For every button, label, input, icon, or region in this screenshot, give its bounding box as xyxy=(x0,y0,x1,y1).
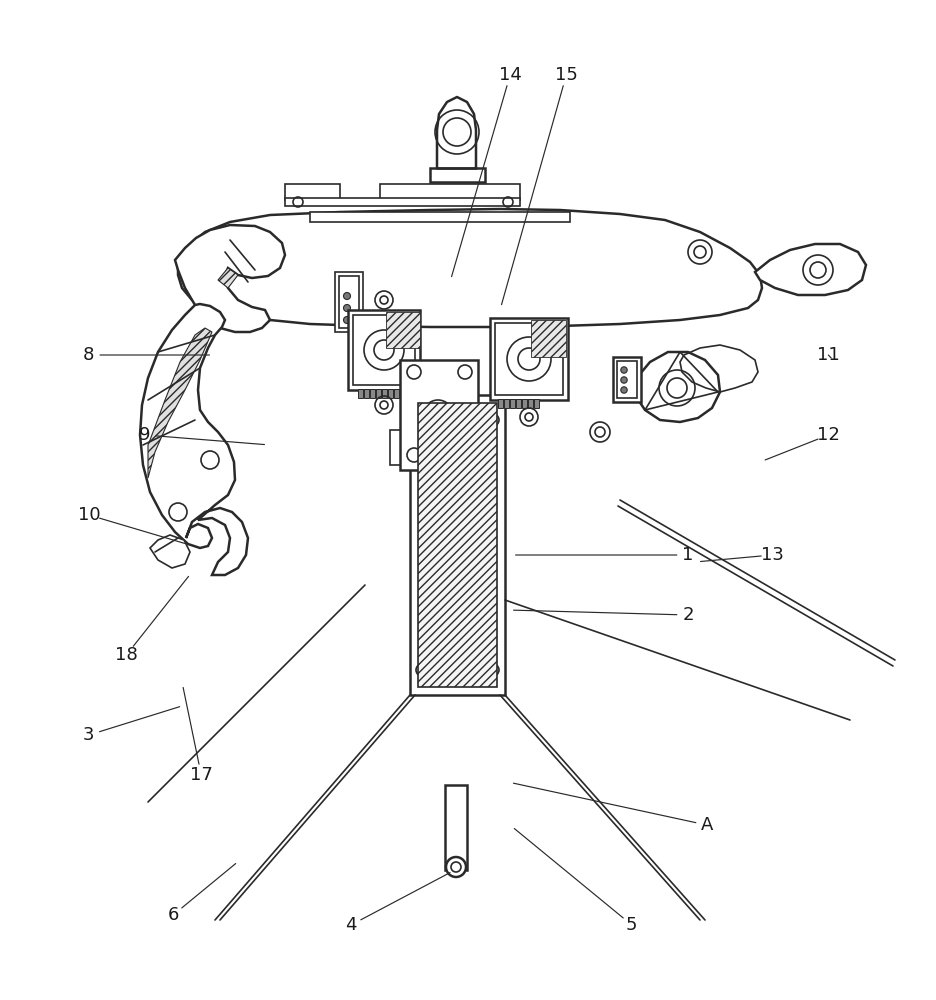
Circle shape xyxy=(453,626,461,634)
Bar xyxy=(388,389,393,398)
Text: 11: 11 xyxy=(817,346,840,364)
Bar xyxy=(531,320,566,357)
Bar xyxy=(348,310,420,390)
Circle shape xyxy=(621,377,627,383)
Polygon shape xyxy=(178,209,762,327)
Bar xyxy=(358,389,363,398)
Polygon shape xyxy=(140,304,248,575)
Bar xyxy=(285,184,340,200)
Bar xyxy=(386,312,420,348)
Bar xyxy=(410,395,505,695)
Text: 18: 18 xyxy=(115,646,138,664)
Text: 2: 2 xyxy=(682,606,694,624)
Bar xyxy=(353,315,415,385)
Bar xyxy=(495,323,563,395)
Polygon shape xyxy=(150,535,190,568)
Bar xyxy=(430,168,485,182)
Bar xyxy=(617,361,637,398)
Bar xyxy=(390,430,410,465)
Polygon shape xyxy=(175,225,285,332)
Polygon shape xyxy=(635,352,720,422)
Text: 8: 8 xyxy=(83,346,95,364)
Bar xyxy=(364,389,369,398)
Bar xyxy=(339,276,359,328)
Bar xyxy=(504,399,509,408)
Bar xyxy=(516,399,521,408)
Bar xyxy=(498,399,503,408)
Polygon shape xyxy=(218,268,238,288)
Bar xyxy=(382,389,387,398)
Circle shape xyxy=(621,367,627,373)
Text: 14: 14 xyxy=(499,66,521,84)
Bar xyxy=(380,184,520,200)
Text: 13: 13 xyxy=(761,546,783,564)
Text: 6: 6 xyxy=(168,906,179,924)
Circle shape xyxy=(344,292,350,300)
Bar xyxy=(335,272,363,332)
Text: 1: 1 xyxy=(682,546,694,564)
Text: 10: 10 xyxy=(78,506,100,524)
Bar xyxy=(445,785,467,870)
Bar xyxy=(528,399,533,408)
Bar xyxy=(490,318,568,400)
Bar xyxy=(510,399,515,408)
Circle shape xyxy=(446,857,466,877)
Bar xyxy=(310,212,570,222)
Text: 12: 12 xyxy=(817,426,840,444)
Circle shape xyxy=(344,316,350,324)
Text: A: A xyxy=(700,816,713,834)
Text: 17: 17 xyxy=(190,766,212,784)
Circle shape xyxy=(344,304,350,312)
Text: 15: 15 xyxy=(555,66,578,84)
Bar xyxy=(370,389,375,398)
Polygon shape xyxy=(148,328,212,478)
Bar xyxy=(613,357,641,402)
Bar xyxy=(400,360,478,470)
Text: 3: 3 xyxy=(83,726,95,744)
Bar xyxy=(394,389,399,398)
Bar xyxy=(522,399,527,408)
Polygon shape xyxy=(755,244,866,295)
Bar xyxy=(285,198,520,206)
Text: 5: 5 xyxy=(626,916,637,934)
Bar xyxy=(418,403,497,687)
Bar xyxy=(376,389,381,398)
Circle shape xyxy=(621,387,627,393)
Text: 9: 9 xyxy=(139,426,151,444)
Text: 4: 4 xyxy=(345,916,357,934)
Bar xyxy=(534,399,539,408)
